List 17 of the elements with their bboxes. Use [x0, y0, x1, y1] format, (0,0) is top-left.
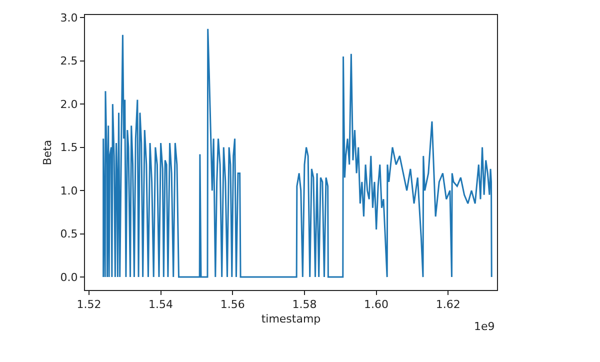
y-tick-label: 1.5 — [60, 141, 78, 154]
x-tick-label: 1.56 — [220, 298, 245, 312]
x-tick-label: 1.54 — [148, 298, 174, 312]
x-tick-label: 1.62 — [436, 298, 460, 312]
line-series — [102, 28, 492, 278]
x-tick-label: 1.60 — [364, 298, 389, 312]
y-tick-label: 2.5 — [60, 54, 78, 68]
x-axis-title: timestamp — [261, 312, 321, 326]
y-tick-label: 1.0 — [60, 184, 78, 198]
y-tick-label: 3.0 — [60, 11, 78, 24]
y-tick-label: 0.5 — [60, 228, 78, 241]
y-tick-label: 2.0 — [60, 98, 78, 111]
y-axis-title: Beta — [40, 140, 54, 166]
y-tick-label: 0.0 — [60, 270, 78, 284]
x-tick-label: 1.58 — [292, 298, 317, 312]
x-tick-label: 1.52 — [76, 298, 102, 312]
text: 1e9 — [474, 320, 495, 333]
